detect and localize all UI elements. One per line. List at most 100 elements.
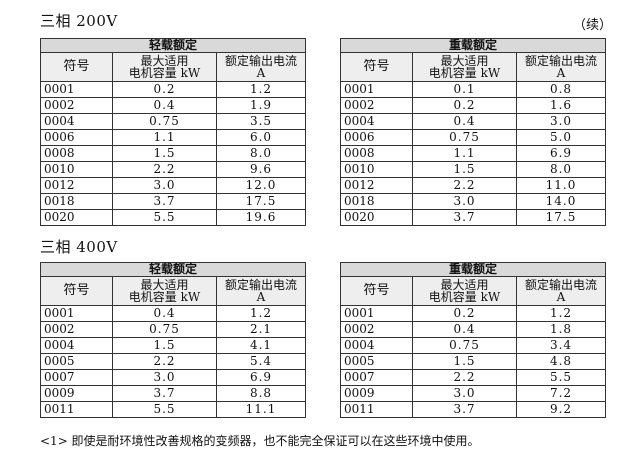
cell-current-a: 8.0 [515, 161, 607, 178]
cell-current-a: 3.5 [215, 113, 307, 130]
cell-motor-kw: 3.7 [112, 385, 217, 402]
header-rated-current: 额定输出电流 A [215, 276, 307, 306]
cell-motor-kw: 1.5 [112, 145, 217, 162]
footnote: <1> 即使是耐环境性改善规格的变频器，也不能完全保证可以在这些环境中使用。 [40, 434, 480, 448]
cell-motor-kw: 1.5 [112, 337, 217, 354]
cell-current-a: 4.1 [215, 337, 307, 354]
table-row: 0009 3.7 8.8 [40, 385, 307, 402]
table-row: 0008 1.5 8.0 [40, 145, 307, 162]
table-row: 0007 2.2 5.5 [340, 369, 607, 386]
cell-code: 0018 [340, 193, 413, 210]
cell-motor-kw: 1.1 [412, 145, 517, 162]
cell-code: 0006 [40, 129, 113, 146]
table-header-row: 符号 最大适用 电机容量 kW 额定输出电流 A [40, 52, 307, 82]
cell-code: 0007 [340, 369, 413, 386]
header-current-line1: 额定输出电流 [225, 54, 298, 68]
cell-code: 0012 [40, 177, 113, 194]
cell-code: 0009 [340, 385, 413, 402]
cell-code: 0002 [340, 97, 413, 114]
table-caption-row: 轻载额定 [39, 262, 307, 277]
table-caption: 重载额定 [339, 262, 607, 277]
cell-code: 0001 [340, 81, 413, 98]
cell-current-a: 7.2 [515, 385, 607, 402]
cell-code: 0006 [340, 129, 413, 146]
cell-code: 0009 [40, 385, 113, 402]
table-caption: 轻载额定 [39, 262, 307, 277]
header-rated-current: 额定输出电流 A [515, 276, 607, 306]
table-row: 0020 3.7 17.5 [340, 209, 607, 226]
cell-motor-kw: 1.1 [112, 129, 217, 146]
table-row: 0001 0.2 1.2 [340, 305, 607, 322]
header-motor-capacity: 最大适用 电机容量 kW [412, 52, 517, 82]
header-motor-line2: 电机容量 kW [428, 66, 501, 80]
cell-current-a: 6.9 [515, 145, 607, 162]
header-current-line1: 额定输出电流 [525, 278, 598, 292]
table-row: 0002 0.75 2.1 [40, 321, 307, 338]
header-current-line2: A [256, 66, 266, 80]
table-row: 0004 0.4 3.0 [340, 113, 607, 130]
cell-motor-kw: 3.0 [112, 177, 217, 194]
table-row: 0018 3.7 17.5 [40, 193, 307, 210]
header-rated-current: 额定输出电流 A [215, 52, 307, 82]
cell-motor-kw: 3.0 [412, 385, 517, 402]
header-current-line2: A [556, 290, 566, 304]
header-code: 符号 [40, 52, 113, 82]
cell-code: 0007 [40, 369, 113, 386]
table-row: 0002 0.4 1.8 [340, 321, 607, 338]
header-motor-line2: 电机容量 kW [128, 290, 201, 304]
cell-code: 0004 [340, 337, 413, 354]
cell-current-a: 5.5 [515, 369, 607, 386]
table-400v-light: 轻载额定 符号 最大适用 电机容量 kW 额定输出电流 A 0001 0.4 1.2 0002 0.… [39, 262, 307, 418]
cell-current-a: 1.8 [515, 321, 607, 338]
cell-motor-kw: 0.75 [112, 113, 217, 130]
header-motor-capacity: 最大适用 电机容量 kW [112, 276, 217, 306]
cell-current-a: 8.0 [215, 145, 307, 162]
cell-motor-kw: 1.5 [412, 161, 517, 178]
header-motor-line2: 电机容量 kW [128, 66, 201, 80]
cell-current-a: 1.2 [515, 305, 607, 322]
table-caption-row: 轻载额定 [39, 38, 307, 53]
table-row: 0007 3.0 6.9 [40, 369, 307, 386]
table-row: 0004 1.5 4.1 [40, 337, 307, 354]
cell-code: 0011 [40, 401, 113, 418]
cell-current-a: 1.2 [215, 81, 307, 98]
cell-current-a: 9.6 [215, 161, 307, 178]
table-row: 0009 3.0 7.2 [340, 385, 607, 402]
header-code: 符号 [40, 276, 113, 306]
cell-code: 0001 [340, 305, 413, 322]
table-caption: 轻载额定 [39, 38, 307, 53]
table-row: 0010 2.2 9.6 [40, 161, 307, 178]
cell-current-a: 9.2 [515, 401, 607, 418]
cell-current-a: 6.9 [215, 369, 307, 386]
cell-current-a: 17.5 [215, 193, 307, 210]
table-header-row: 符号 最大适用 电机容量 kW 额定输出电流 A [40, 276, 307, 306]
cell-current-a: 11.1 [215, 401, 307, 418]
table-400v-heavy: 重载额定 符号 最大适用 电机容量 kW 额定输出电流 A 0001 0.2 1.2 0002 0.… [339, 262, 607, 418]
header-code: 符号 [340, 276, 413, 306]
cell-code: 0004 [40, 113, 113, 130]
table-row: 0010 1.5 8.0 [340, 161, 607, 178]
cell-code: 0008 [340, 145, 413, 162]
table-row: 0006 0.75 5.0 [340, 129, 607, 146]
continued-label: （续） [572, 18, 612, 33]
cell-current-a: 0.8 [515, 81, 607, 98]
section-title-200v: 三相 200V [40, 12, 118, 30]
cell-motor-kw: 0.2 [412, 305, 517, 322]
cell-current-a: 5.4 [215, 353, 307, 370]
cell-code: 0002 [340, 321, 413, 338]
cell-motor-kw: 0.75 [412, 129, 517, 146]
table-row: 0004 0.75 3.4 [340, 337, 607, 354]
cell-code: 0020 [40, 209, 113, 226]
table-row: 0001 0.4 1.2 [40, 305, 307, 322]
header-motor-capacity: 最大适用 电机容量 kW [412, 276, 517, 306]
cell-motor-kw: 0.1 [412, 81, 517, 98]
cell-current-a: 1.6 [515, 97, 607, 114]
header-current-line1: 额定输出电流 [525, 54, 598, 68]
header-code: 符号 [340, 52, 413, 82]
cell-motor-kw: 3.7 [412, 401, 517, 418]
cell-current-a: 11.0 [515, 177, 607, 194]
table-row: 0012 3.0 12.0 [40, 177, 307, 194]
cell-code: 0005 [340, 353, 413, 370]
cell-code: 0001 [40, 305, 113, 322]
cell-motor-kw: 3.0 [112, 369, 217, 386]
